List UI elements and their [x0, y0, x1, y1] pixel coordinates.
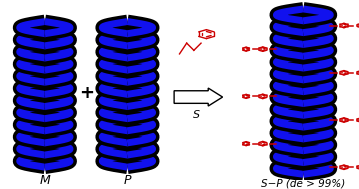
Text: M: M: [39, 174, 50, 187]
Text: S: S: [193, 110, 200, 120]
Text: P: P: [124, 174, 131, 187]
Text: S−P (de > 99%): S−P (de > 99%): [261, 179, 345, 189]
Text: +: +: [79, 84, 94, 102]
FancyArrow shape: [174, 88, 223, 106]
